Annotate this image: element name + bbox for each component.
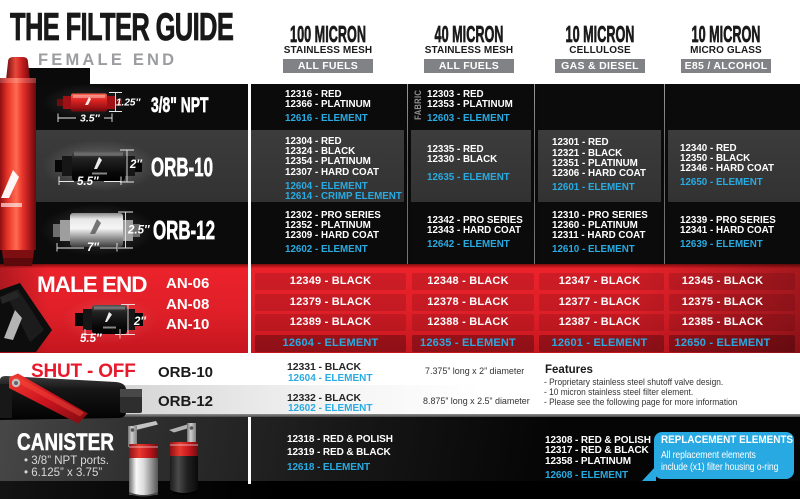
svg-text:7″: 7″	[87, 242, 99, 254]
svg-text:3.5″: 3.5″	[80, 113, 101, 125]
svg-text:5.5″: 5.5″	[77, 176, 99, 188]
svg-text:2.5″: 2.5″	[127, 225, 150, 237]
svg-text:2″: 2″	[129, 159, 142, 171]
svg-text:5.5″: 5.5″	[80, 333, 102, 345]
svg-text:2″: 2″	[133, 316, 146, 328]
svg-text:1.25″: 1.25″	[116, 98, 141, 109]
